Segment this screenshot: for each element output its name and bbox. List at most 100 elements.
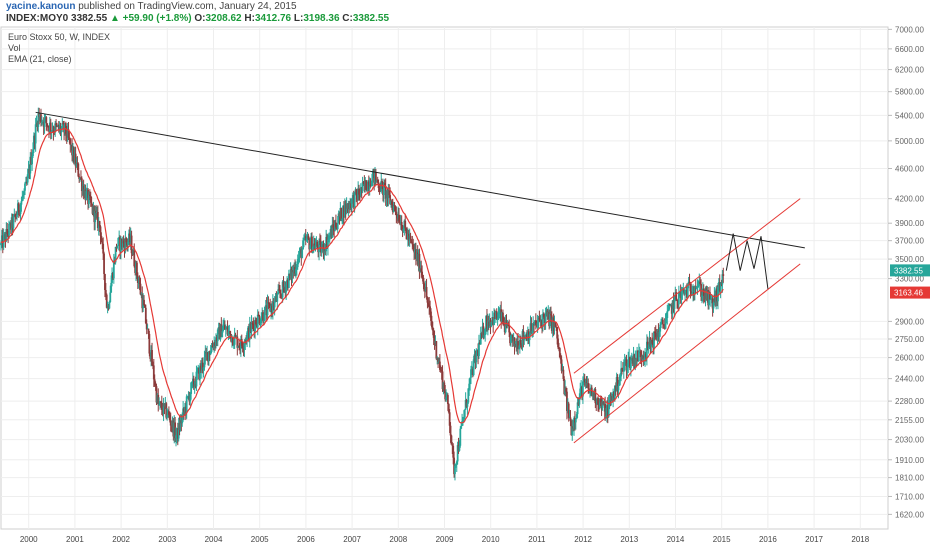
channel-lower-line [573,263,801,444]
price-tick-label: 2750.00 [895,335,924,344]
price-tick-label: 2900.00 [895,317,924,326]
candle-body [669,304,671,306]
candle-body [507,324,510,327]
candle-body [117,238,120,247]
candle-body [68,137,71,139]
candle-body [314,245,317,250]
candle-body [470,369,472,378]
candle-body [452,445,455,458]
candle-body [24,183,26,191]
price-tick-label: 1910.00 [895,456,924,465]
candle-body [26,174,29,183]
candle-body [311,246,314,253]
candle-body [246,332,248,342]
candle-body [623,360,626,366]
candle-body [359,187,362,196]
candle-body [558,347,560,349]
price-axis[interactable]: 7000.00 6600.00 6200.00 5800.00 5400.00 5000.… [888,25,924,519]
candle-body [291,269,294,279]
candle-body [422,274,424,282]
candle-body [622,365,625,371]
candle-body [155,386,158,403]
candle-body [604,403,607,419]
candle-body [21,196,24,202]
candle-body [437,358,440,362]
candle-body [185,396,188,413]
candle-body [502,312,504,323]
price-tick-label: 3700.00 [895,237,924,246]
candle-body [147,328,150,334]
candle-body [60,128,63,133]
candle-body [221,331,224,338]
candle-body [490,321,493,327]
candle-body [376,179,379,183]
ema-layer [0,127,724,424]
candle-body [277,289,280,295]
candle-body [216,329,219,342]
candle-body [319,241,322,253]
candle-body [513,337,516,347]
candle-body [621,368,623,370]
candle-body [54,123,57,133]
candle-body [665,317,668,321]
candle-body [579,388,582,399]
candle-body [179,420,182,430]
candle-body [447,404,450,413]
candle-body [100,235,103,242]
candle-body [144,305,146,308]
candle-body [143,299,145,306]
candle-body [613,385,616,398]
low-value: 3198.36 [303,13,340,24]
candle-body [189,393,192,402]
candle-body [361,182,364,192]
candle-body [544,312,547,324]
time-axis[interactable]: 2000 2001 2002 2003 2004 2005 2006 2007 2008 2009… [20,535,870,544]
price-tick-label: 2280.00 [895,397,924,406]
candle-body [259,322,262,324]
candle-body [378,188,381,190]
candle-body [139,283,142,295]
candle-body [427,302,430,305]
candle-body [519,340,522,345]
candle-body [268,302,271,304]
candle-body [67,129,70,138]
last-price-badge [890,264,930,277]
candle-body [353,191,356,208]
candle-body [404,220,407,228]
candle-body [462,417,465,420]
candle-body [697,286,700,288]
candle-body [22,194,25,197]
candle-body [645,341,648,358]
candle-body [571,426,574,436]
candle-body [560,359,563,371]
time-tick-label: 2004 [205,535,223,544]
candle-body [31,156,33,165]
candle-body [103,253,105,274]
candle-body [158,404,161,405]
candle-body [693,287,696,294]
candle-body [49,122,52,132]
time-tick-label: 2015 [713,535,731,544]
candle-body [234,334,237,337]
candle-body [709,299,712,300]
price-tick-label: 3300.00 [895,275,924,284]
candle-body [182,408,185,416]
candle-body [257,314,260,317]
candle-body [152,365,155,380]
candle-body [204,352,207,358]
candle-body [420,268,423,272]
time-tick-label: 2003 [158,535,176,544]
candle-body [136,262,138,276]
candle-body [642,355,645,360]
candle-body [410,239,413,243]
candle-body [98,221,101,227]
candle-body [681,290,684,292]
candle-body [598,398,601,409]
candle-body [166,415,169,418]
candle-body [626,367,629,371]
candle-body [426,296,429,303]
author-link[interactable]: yacine.kanoun [6,1,76,12]
candle-body [422,281,425,290]
candle-body [458,445,461,451]
